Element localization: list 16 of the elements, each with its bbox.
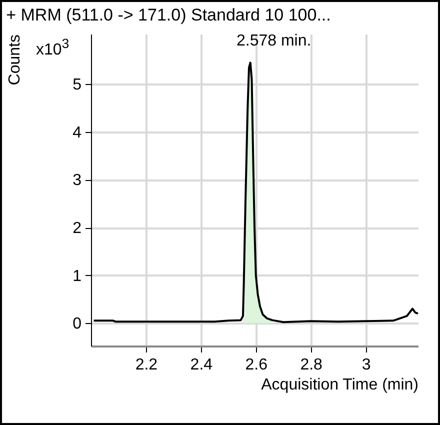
x-tick-label: 2.8 <box>300 356 323 374</box>
y-axis-title: Counts <box>6 34 24 86</box>
y-tick-label: 2 <box>72 220 82 238</box>
y-tick-label: 5 <box>72 76 82 94</box>
x-tick-label: 2.4 <box>190 356 213 374</box>
y-tick-label: 4 <box>72 124 82 142</box>
x-tick-label: 2.6 <box>245 356 268 374</box>
x-tick-label: 3 <box>362 356 371 374</box>
y-tick-label: 0 <box>72 316 82 333</box>
x-axis-title: Acquisition Time (min) <box>261 376 418 394</box>
chart-title: + MRM (511.0 -> 171.0) Standard 10 100... <box>6 6 331 25</box>
y-tick-label: 1 <box>72 268 82 285</box>
annotation: 2.578 min. <box>236 32 312 50</box>
y-tick-label: 3 <box>72 172 82 190</box>
x-tick-label: 2.2 <box>135 356 158 374</box>
text: x10$^{3}$ <box>36 36 70 60</box>
